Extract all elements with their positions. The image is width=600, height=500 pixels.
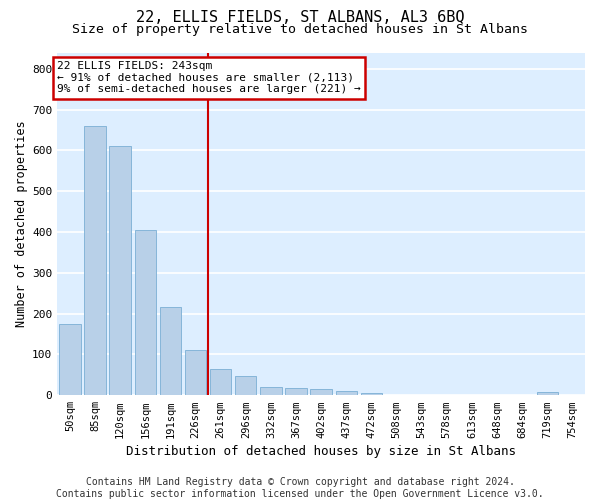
- Text: 22 ELLIS FIELDS: 243sqm
← 91% of detached houses are smaller (2,113)
9% of semi-: 22 ELLIS FIELDS: 243sqm ← 91% of detache…: [57, 61, 361, 94]
- Bar: [134, 230, 156, 395]
- Bar: [185, 350, 206, 395]
- Bar: [286, 388, 307, 395]
- Bar: [109, 146, 131, 395]
- Bar: [260, 387, 281, 395]
- Text: Contains HM Land Registry data © Crown copyright and database right 2024.
Contai: Contains HM Land Registry data © Crown c…: [56, 478, 544, 499]
- Bar: [361, 393, 382, 395]
- Bar: [59, 324, 80, 395]
- Bar: [210, 370, 232, 395]
- Y-axis label: Number of detached properties: Number of detached properties: [15, 120, 28, 327]
- Bar: [536, 392, 558, 395]
- Bar: [235, 376, 256, 395]
- Text: 22, ELLIS FIELDS, ST ALBANS, AL3 6BQ: 22, ELLIS FIELDS, ST ALBANS, AL3 6BQ: [136, 10, 464, 25]
- Bar: [335, 391, 357, 395]
- Bar: [160, 308, 181, 395]
- Bar: [310, 389, 332, 395]
- Bar: [84, 126, 106, 395]
- X-axis label: Distribution of detached houses by size in St Albans: Distribution of detached houses by size …: [126, 444, 516, 458]
- Text: Size of property relative to detached houses in St Albans: Size of property relative to detached ho…: [72, 22, 528, 36]
